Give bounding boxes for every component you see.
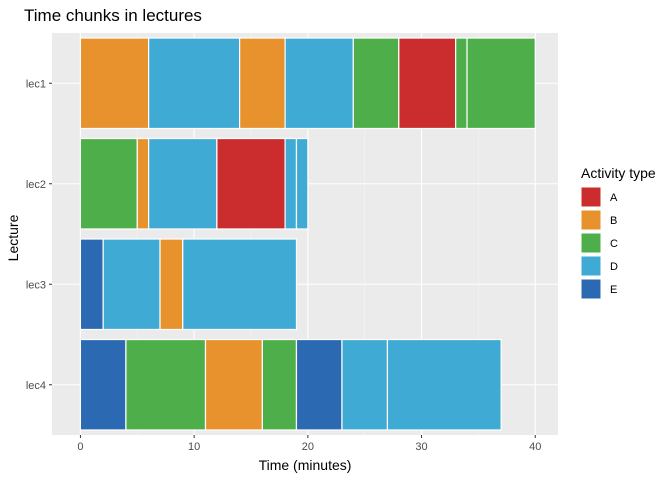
x-tick-label: 40 — [529, 441, 541, 453]
bars — [79, 37, 536, 431]
legend-key-D — [580, 255, 602, 277]
bar-segment-lec3-B — [159, 238, 184, 331]
legend-label-E: E — [610, 284, 617, 296]
x-tick-label: 20 — [302, 441, 314, 453]
y-axis-title: Lecture — [5, 214, 21, 261]
bar-segment-lec1-C — [455, 37, 468, 130]
bar-segment-lec1-A — [398, 37, 457, 130]
bar-segment-lec3-E — [79, 238, 104, 331]
legend-label-D: D — [610, 261, 618, 273]
x-tick-label: 10 — [188, 441, 200, 453]
legend-key-C — [580, 232, 602, 254]
bar-segment-lec2-D — [284, 137, 298, 230]
bar-segment-lec4-C — [125, 338, 207, 431]
bar-segment-lec4-D — [386, 338, 502, 431]
bar-segment-lec1-C — [352, 37, 400, 130]
bar-segment-lec2-B — [136, 137, 150, 230]
legend-label-A: A — [610, 192, 618, 204]
bar-segment-lec2-D — [148, 137, 218, 230]
bar-segment-lec4-E — [79, 338, 127, 431]
bar-segment-lec1-C — [466, 37, 536, 130]
bar-segment-lec4-E — [295, 338, 343, 431]
legend-key-A — [580, 186, 602, 208]
bar-segment-lec1-D — [148, 37, 241, 130]
x-axis: 0 10 20 30 40 — [77, 435, 541, 453]
legend-key-E — [580, 278, 602, 300]
bar-segment-lec1-B — [79, 37, 150, 130]
bar-segment-lec3-D — [102, 238, 161, 331]
x-tick-label: 30 — [415, 441, 427, 453]
x-tick-label: 0 — [77, 441, 83, 453]
y-axis: lec1 lec2 lec3 lec4 — [26, 78, 52, 392]
y-tick-label-lec1: lec1 — [26, 78, 46, 90]
bar-segment-lec1-D — [284, 37, 354, 130]
legend-key-B — [580, 209, 602, 231]
bar-segment-lec3-D — [182, 238, 298, 331]
legend-title: Activity type — [581, 165, 656, 181]
x-axis-title: Time (minutes) — [259, 457, 352, 473]
legend-label-C: C — [610, 238, 618, 250]
y-tick-label-lec4: lec4 — [26, 380, 46, 392]
bar-segment-lec2-D — [295, 137, 309, 230]
bar-segment-lec2-C — [79, 137, 138, 230]
bar-segment-lec2-A — [216, 137, 286, 230]
bar-segment-lec4-D — [341, 338, 389, 431]
legend-label-B: B — [610, 215, 617, 227]
bar-segment-lec4-C — [261, 338, 298, 431]
chart-title: Time chunks in lectures — [24, 6, 202, 25]
bar-segment-lec4-B — [204, 338, 263, 431]
y-tick-label-lec3: lec3 — [26, 279, 46, 291]
bar-segment-lec1-B — [239, 37, 286, 130]
y-tick-label-lec2: lec2 — [26, 179, 46, 191]
